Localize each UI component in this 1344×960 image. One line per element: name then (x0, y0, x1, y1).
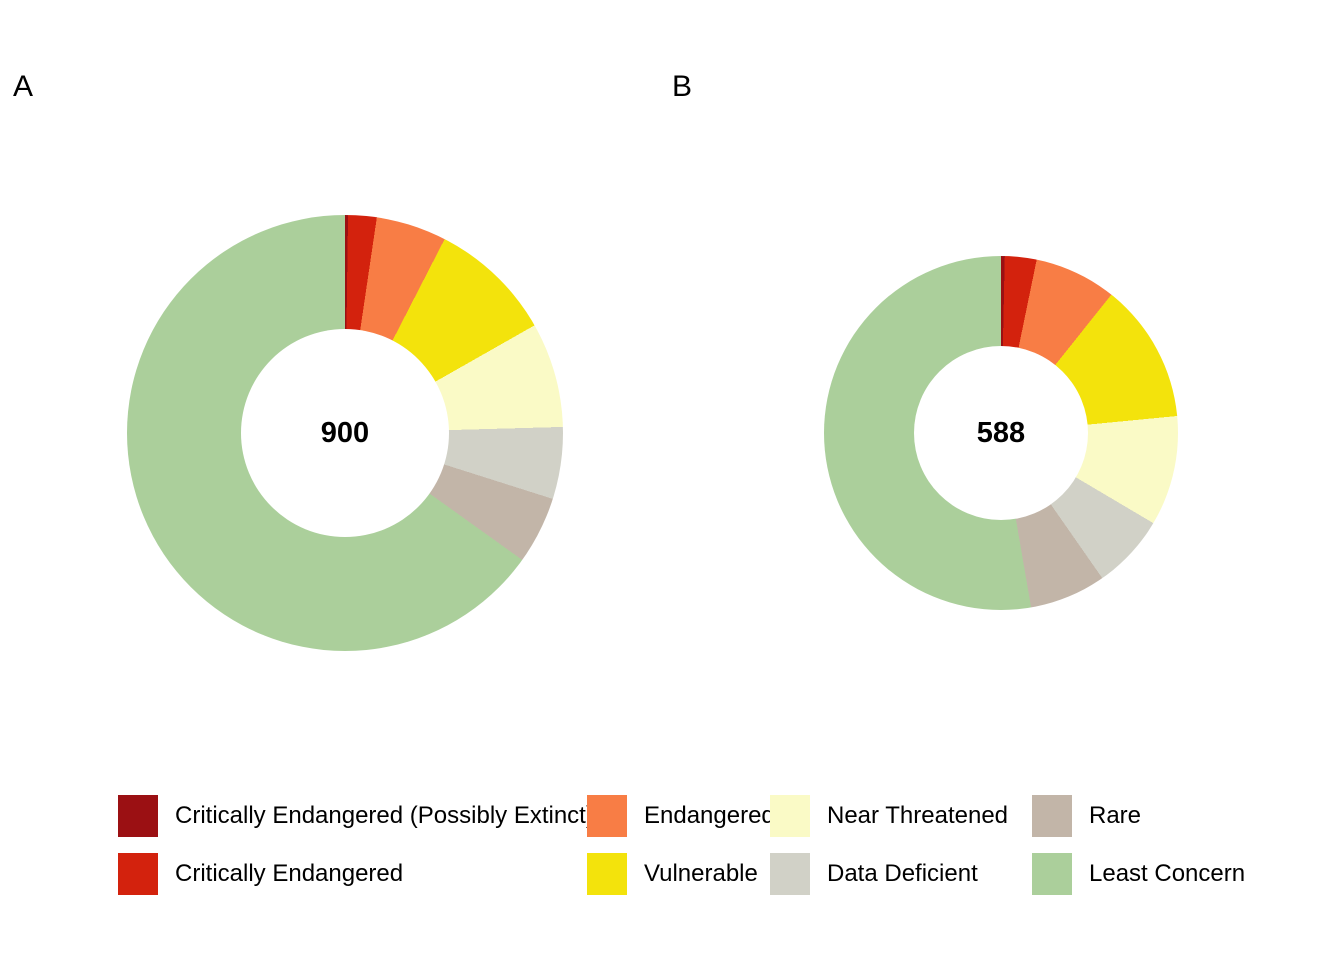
legend-item-endangered: Endangered (587, 795, 775, 837)
donut-a-total: 900 (320, 416, 370, 449)
legend-label: Endangered (644, 802, 775, 829)
legend-item-data-deficient: Data Deficient (770, 853, 978, 895)
legend-swatch-vulnerable (587, 853, 627, 895)
legend-item-critically-endangered: Critically Endangered (118, 853, 403, 895)
legend-label: Rare (1089, 802, 1142, 829)
donut-chart-a: 900 (127, 215, 563, 651)
legend-item-vulnerable: Vulnerable (587, 853, 758, 895)
legend-item-critically-endangered-possibly-extinct: Critically Endangered (Possibly Extinct) (118, 795, 594, 837)
panel-label-b: B (672, 70, 693, 103)
panel-label-a: A (13, 70, 34, 103)
legend-label: Vulnerable (644, 860, 758, 887)
legend-label: Near Threatened (827, 802, 1009, 829)
legend-item-rare: Rare (1032, 795, 1141, 837)
donut-a-hole: 900 (241, 329, 449, 537)
legend-swatch-near-threatened (770, 795, 810, 837)
legend-swatch-rare (1032, 795, 1072, 837)
donut-b-hole: 588 (914, 346, 1088, 520)
donut-b-total: 588 (976, 416, 1026, 449)
legend-label: Critically Endangered (175, 860, 404, 887)
donut-chart-b: 588 (824, 256, 1178, 610)
legend-item-near-threatened: Near Threatened (770, 795, 1008, 837)
legend-label: Data Deficient (827, 860, 978, 887)
legend-swatch-data-deficient (770, 853, 810, 895)
legend-label: Critically Endangered (Possibly Extinct) (175, 802, 594, 829)
legend-swatch-critically-endangered (118, 853, 158, 895)
legend-item-least-concern: Least Concern (1032, 853, 1245, 895)
legend-swatch-least-concern (1032, 853, 1072, 895)
legend-swatch-endangered (587, 795, 627, 837)
legend-label: Least Concern (1089, 860, 1246, 887)
legend-swatch-critically-endangered-possibly-extinct (118, 795, 158, 837)
